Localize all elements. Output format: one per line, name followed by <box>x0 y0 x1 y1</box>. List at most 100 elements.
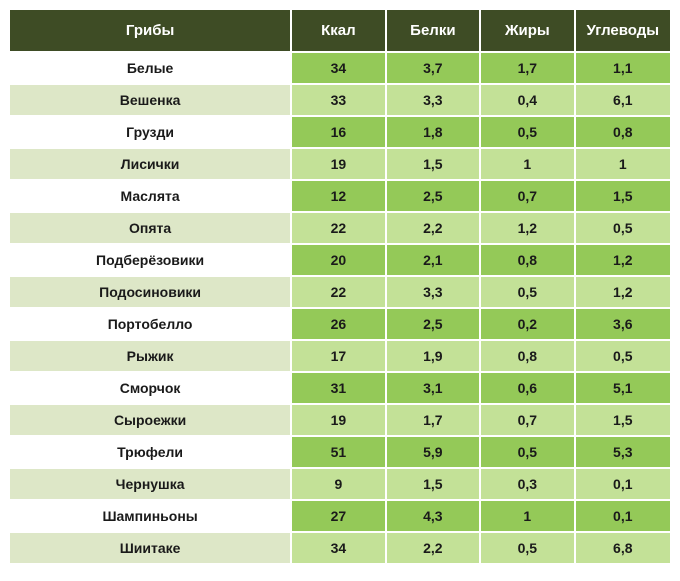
table-row: Сыроежки191,70,71,5 <box>10 403 670 435</box>
cell-value: 1,9 <box>387 341 481 371</box>
cell-value: 0,3 <box>481 469 575 499</box>
cell-value: 0,5 <box>481 533 575 563</box>
cell-value: 0,8 <box>481 245 575 275</box>
table-body: Белые343,71,71,1Вешенка333,30,46,1Грузди… <box>10 51 670 563</box>
nutrition-table: Грибы Ккал Белки Жиры Углеводы Белые343,… <box>8 8 672 565</box>
cell-value: 3,1 <box>387 373 481 403</box>
cell-value: 1,5 <box>576 405 670 435</box>
cell-name: Рыжик <box>10 341 292 371</box>
cell-value: 0,1 <box>576 469 670 499</box>
cell-name: Грузди <box>10 117 292 147</box>
cell-value: 0,5 <box>481 277 575 307</box>
cell-value: 1 <box>481 149 575 179</box>
cell-name: Подберёзовики <box>10 245 292 275</box>
cell-value: 0,5 <box>481 117 575 147</box>
cell-value: 2,2 <box>387 213 481 243</box>
cell-value: 1 <box>481 501 575 531</box>
cell-name: Чернушка <box>10 469 292 499</box>
cell-value: 1,7 <box>387 405 481 435</box>
cell-value: 4,3 <box>387 501 481 531</box>
cell-value: 5,1 <box>576 373 670 403</box>
cell-value: 1,5 <box>576 181 670 211</box>
cell-value: 6,8 <box>576 533 670 563</box>
cell-value: 31 <box>292 373 386 403</box>
cell-value: 1,7 <box>481 53 575 83</box>
cell-value: 0,6 <box>481 373 575 403</box>
cell-value: 16 <box>292 117 386 147</box>
table-row: Трюфели515,90,55,3 <box>10 435 670 467</box>
cell-name: Лисички <box>10 149 292 179</box>
cell-name: Шампиньоны <box>10 501 292 531</box>
cell-value: 3,3 <box>387 85 481 115</box>
cell-value: 0,5 <box>576 341 670 371</box>
cell-value: 1 <box>576 149 670 179</box>
cell-value: 2,2 <box>387 533 481 563</box>
cell-value: 1,1 <box>576 53 670 83</box>
col-header-protein: Белки <box>387 10 481 51</box>
col-header-name: Грибы <box>10 10 292 51</box>
cell-value: 1,5 <box>387 469 481 499</box>
cell-name: Опята <box>10 213 292 243</box>
col-header-carbs: Углеводы <box>576 10 670 51</box>
col-header-fat: Жиры <box>481 10 575 51</box>
table-row: Грузди161,80,50,8 <box>10 115 670 147</box>
cell-value: 3,6 <box>576 309 670 339</box>
cell-value: 51 <box>292 437 386 467</box>
cell-value: 17 <box>292 341 386 371</box>
cell-value: 0,1 <box>576 501 670 531</box>
cell-value: 12 <box>292 181 386 211</box>
table-header: Грибы Ккал Белки Жиры Углеводы <box>10 10 670 51</box>
cell-value: 0,2 <box>481 309 575 339</box>
cell-value: 2,1 <box>387 245 481 275</box>
table-row: Маслята122,50,71,5 <box>10 179 670 211</box>
cell-value: 0,5 <box>481 437 575 467</box>
table-row: Опята222,21,20,5 <box>10 211 670 243</box>
cell-value: 20 <box>292 245 386 275</box>
table-row: Портобелло262,50,23,6 <box>10 307 670 339</box>
cell-value: 3,7 <box>387 53 481 83</box>
cell-value: 0,7 <box>481 181 575 211</box>
cell-name: Подосиновики <box>10 277 292 307</box>
cell-value: 26 <box>292 309 386 339</box>
col-header-kcal: Ккал <box>292 10 386 51</box>
cell-value: 22 <box>292 277 386 307</box>
cell-value: 5,3 <box>576 437 670 467</box>
cell-value: 0,4 <box>481 85 575 115</box>
table-row: Чернушка91,50,30,1 <box>10 467 670 499</box>
cell-value: 9 <box>292 469 386 499</box>
cell-value: 19 <box>292 149 386 179</box>
cell-value: 0,7 <box>481 405 575 435</box>
cell-value: 22 <box>292 213 386 243</box>
table-row: Сморчок313,10,65,1 <box>10 371 670 403</box>
cell-value: 33 <box>292 85 386 115</box>
table-row: Белые343,71,71,1 <box>10 51 670 83</box>
table-row: Рыжик171,90,80,5 <box>10 339 670 371</box>
cell-name: Портобелло <box>10 309 292 339</box>
cell-value: 34 <box>292 53 386 83</box>
cell-name: Маслята <box>10 181 292 211</box>
cell-value: 1,2 <box>576 277 670 307</box>
cell-value: 0,5 <box>576 213 670 243</box>
cell-value: 2,5 <box>387 309 481 339</box>
table-row: Шампиньоны274,310,1 <box>10 499 670 531</box>
cell-value: 2,5 <box>387 181 481 211</box>
table-row: Лисички191,511 <box>10 147 670 179</box>
cell-value: 19 <box>292 405 386 435</box>
cell-name: Вешенка <box>10 85 292 115</box>
cell-name: Сыроежки <box>10 405 292 435</box>
table-row: Подосиновики223,30,51,2 <box>10 275 670 307</box>
cell-value: 27 <box>292 501 386 531</box>
cell-value: 1,8 <box>387 117 481 147</box>
table-row: Шиитаке342,20,56,8 <box>10 531 670 563</box>
cell-value: 5,9 <box>387 437 481 467</box>
cell-value: 3,3 <box>387 277 481 307</box>
table-row: Вешенка333,30,46,1 <box>10 83 670 115</box>
cell-value: 0,8 <box>481 341 575 371</box>
cell-name: Сморчок <box>10 373 292 403</box>
cell-name: Трюфели <box>10 437 292 467</box>
cell-value: 34 <box>292 533 386 563</box>
cell-value: 1,5 <box>387 149 481 179</box>
cell-name: Шиитаке <box>10 533 292 563</box>
table-row: Подберёзовики202,10,81,2 <box>10 243 670 275</box>
cell-value: 1,2 <box>481 213 575 243</box>
